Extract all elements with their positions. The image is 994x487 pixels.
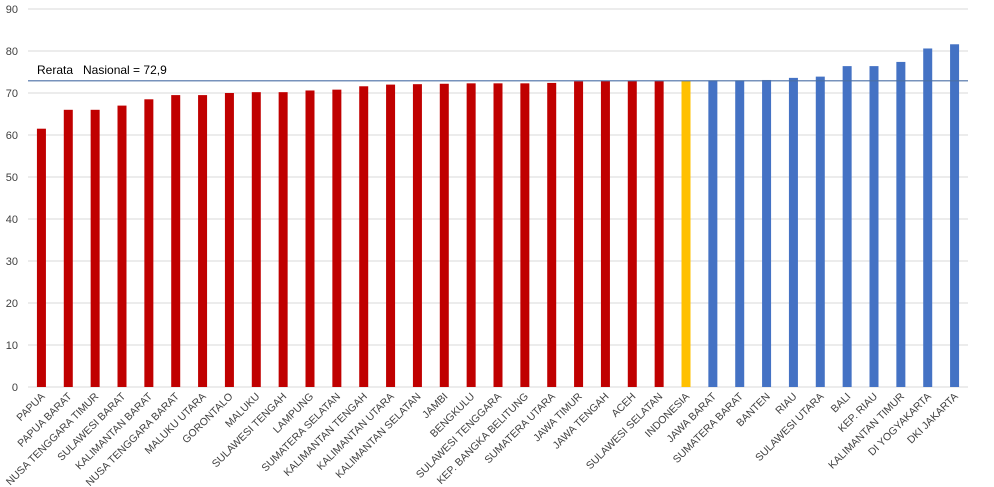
bar-nusa-tenggara-timur (90, 109, 100, 388)
bar-sulawesi-utara (815, 76, 825, 388)
bar-kalimantan-selatan (412, 84, 422, 388)
bar-sulawesi-selatan (654, 80, 664, 387)
bar-bali (842, 66, 852, 388)
bar-nusa-tenggara-barat (171, 95, 181, 387)
y-tick-label: 10 (6, 340, 18, 352)
bar-sumatera-selatan (332, 89, 342, 387)
national-average-label: Rerata Nasional = 72,9 (37, 63, 167, 77)
bar-jawa-tengah (600, 80, 610, 387)
y-tick-label: 90 (6, 4, 18, 16)
bar-jawa-timur (574, 81, 584, 388)
y-axis-ticks: 0 10 20 30 40 50 60 70 80 90 (6, 4, 18, 394)
bar-kep-riau (869, 66, 879, 388)
bar-kalimantan-tengah (359, 86, 369, 387)
bar-sulawesi-barat (117, 105, 127, 387)
bar-bengkulu (466, 83, 476, 387)
y-tick-label: 0 (12, 382, 18, 394)
bar-sulawesi-tenggara (493, 83, 503, 387)
bar-kalimantan-barat (144, 99, 154, 388)
bar-papua (36, 128, 46, 387)
bar-riau (788, 77, 798, 387)
y-tick-label: 50 (6, 172, 18, 184)
bar-sumatera-barat (735, 80, 745, 388)
bar-sulawesi-tengah (278, 92, 288, 387)
y-tick-label: 30 (6, 256, 18, 268)
bar-papua-barat (63, 109, 73, 388)
y-tick-label: 20 (6, 298, 18, 310)
bar-kalimantan-timur (896, 61, 906, 388)
bar-dki-jakarta (950, 44, 960, 387)
bar-lampung (305, 90, 315, 387)
bar-banten (762, 79, 772, 387)
bar-maluku (251, 92, 261, 387)
y-tick-label: 70 (6, 88, 18, 100)
y-tick-label: 40 (6, 214, 18, 226)
bar-indonesia (681, 80, 691, 387)
bar-sumatera-utara (547, 82, 557, 388)
bar-kep-bangka-belitung (520, 83, 530, 387)
bar-di-yogyakarta (923, 48, 933, 387)
bar-jambi (439, 83, 449, 387)
bar-maluku-utara (198, 95, 208, 387)
y-tick-label: 80 (6, 46, 18, 58)
bar-gorontalo (224, 93, 234, 387)
y-tick-label: 60 (6, 130, 18, 142)
bar-kalimantan-utara (386, 84, 396, 387)
bar-aceh (627, 80, 637, 387)
bar-jawa-barat (708, 80, 718, 388)
reference-line-group: Rerata Nasional = 72,9 (28, 63, 968, 82)
bars (36, 44, 960, 388)
